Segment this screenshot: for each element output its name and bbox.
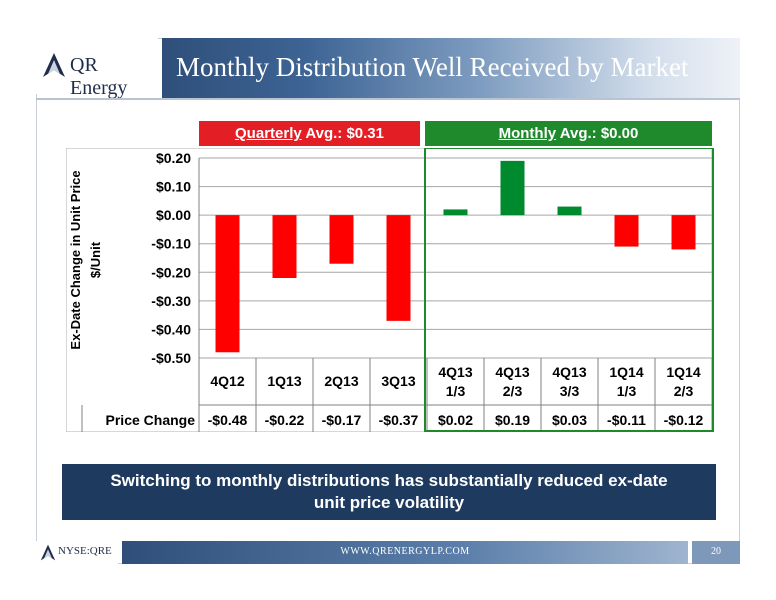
bar bbox=[500, 160, 525, 216]
bar bbox=[614, 215, 639, 247]
y-tick-label: -$0.30 bbox=[151, 293, 191, 309]
bar bbox=[443, 209, 468, 216]
chart-area: $0.20 $0.10 $0.00 -$0.10 -$0.20 -$0.30 -$0.40 -… bbox=[65, 147, 716, 433]
company-logo: QR Energy bbox=[36, 38, 158, 99]
y-tick-label: -$0.40 bbox=[151, 321, 191, 337]
monthly-avg-value: Avg.: $0.00 bbox=[556, 125, 639, 142]
category-label: 1/3 bbox=[617, 383, 637, 399]
y-tick-label: -$0.50 bbox=[151, 350, 191, 366]
qr-logo-small-icon bbox=[40, 544, 56, 561]
category-label: 1Q14 bbox=[609, 364, 643, 380]
price-change-chart: $0.20 $0.10 $0.00 -$0.10 -$0.20 -$0.30 -$0.40 -… bbox=[65, 147, 714, 433]
title-bar: Monthly Distribution Well Received by Ma… bbox=[162, 38, 740, 98]
table-value: -$0.17 bbox=[322, 412, 362, 428]
category-label: 4Q13 bbox=[552, 364, 586, 380]
category-label: 3Q13 bbox=[381, 373, 415, 389]
bar bbox=[329, 215, 354, 264]
footer: NYSE:QRE WWW.QRENERGYLP.COM 20 bbox=[36, 541, 740, 564]
page-number-box: 20 bbox=[692, 541, 740, 564]
bar bbox=[215, 215, 240, 353]
category-label: 1Q13 bbox=[267, 373, 301, 389]
bar bbox=[671, 215, 696, 250]
table-value: -$0.48 bbox=[208, 412, 248, 428]
y-tick-label: $0.10 bbox=[156, 179, 191, 195]
table-value: $0.19 bbox=[495, 412, 530, 428]
quarterly-avg-value: Avg.: $0.31 bbox=[301, 125, 384, 142]
y-tick-label: $0.20 bbox=[156, 150, 191, 166]
page-title: Monthly Distribution Well Received by Ma… bbox=[176, 52, 689, 82]
category-label: 1Q14 bbox=[666, 364, 700, 380]
footer-logo: NYSE:QRE bbox=[36, 541, 118, 564]
logo-text: QR Energy bbox=[70, 54, 128, 99]
conclusion-banner: Switching to monthly distributions has s… bbox=[62, 464, 716, 520]
table-value: $0.03 bbox=[552, 412, 587, 428]
category-label: 2/3 bbox=[503, 383, 523, 399]
category-label: 4Q13 bbox=[438, 364, 472, 380]
monthly-group-frame bbox=[424, 147, 714, 432]
y-tick-label: -$0.20 bbox=[151, 264, 191, 280]
category-label: 4Q12 bbox=[210, 373, 244, 389]
qr-logo-icon bbox=[43, 53, 65, 77]
title-rule bbox=[36, 98, 740, 100]
table-value: -$0.11 bbox=[607, 412, 646, 428]
monthly-word: Monthly bbox=[498, 125, 557, 142]
category-label: 1/3 bbox=[446, 383, 466, 399]
footer-url-bar: WWW.QRENERGYLP.COM bbox=[122, 541, 688, 564]
table-value: -$0.12 bbox=[664, 412, 704, 428]
table-value: -$0.37 bbox=[379, 412, 419, 428]
y-tick-label: $0.00 bbox=[156, 207, 191, 223]
table-row-label: Price Change bbox=[106, 412, 196, 428]
page-number: 20 bbox=[711, 546, 721, 557]
bar bbox=[272, 215, 297, 278]
bar bbox=[386, 215, 411, 321]
y-tick-label: -$0.10 bbox=[151, 236, 191, 252]
footer-url[interactable]: WWW.QRENERGYLP.COM bbox=[340, 546, 470, 557]
quarterly-avg-header: Quarterly Avg.: $0.31 bbox=[199, 121, 420, 146]
category-label: 3/3 bbox=[560, 383, 580, 399]
table-value: -$0.22 bbox=[265, 412, 305, 428]
y-axis-label-line2: $/Unit bbox=[88, 241, 103, 278]
banner-line2: unit price volatility bbox=[313, 493, 465, 512]
banner-line1: Switching to monthly distributions has s… bbox=[110, 471, 668, 490]
quarterly-word: Quarterly bbox=[235, 125, 302, 142]
footer-ticker: NYSE:QRE bbox=[58, 545, 112, 557]
category-label: 2Q13 bbox=[324, 373, 358, 389]
table-value: $0.02 bbox=[438, 412, 473, 428]
bar bbox=[557, 206, 582, 216]
category-label: 2/3 bbox=[674, 383, 694, 399]
category-label: 4Q13 bbox=[495, 364, 529, 380]
monthly-avg-header: Monthly Avg.: $0.00 bbox=[425, 121, 712, 146]
y-axis-label-line1: Ex-Date Change in Unit Price bbox=[68, 170, 83, 349]
